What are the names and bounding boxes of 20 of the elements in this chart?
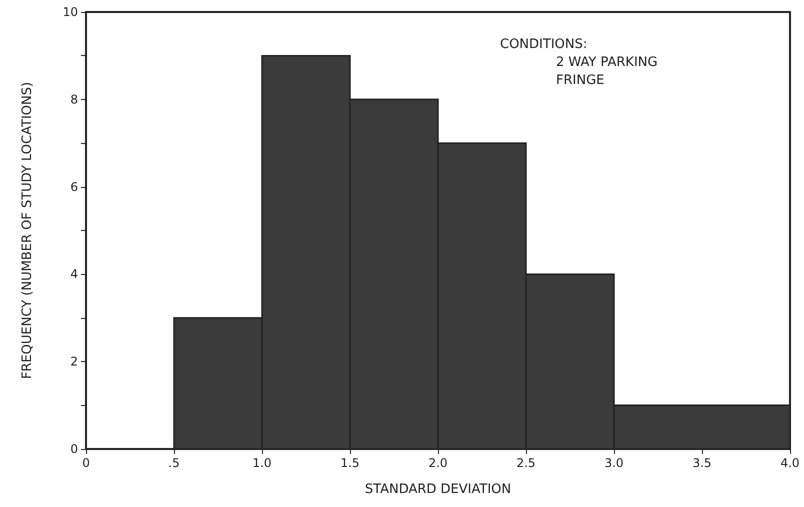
y-tick-label: 0 bbox=[70, 442, 78, 456]
x-tick-label: 1.5 bbox=[340, 456, 360, 470]
annotation: FRINGE bbox=[556, 73, 604, 88]
x-tick-label: 0 bbox=[82, 456, 90, 470]
annotation: 2 WAY PARKING bbox=[556, 55, 658, 70]
y-axis-title: FREQUENCY (NUMBER OF STUDY LOCATIONS) bbox=[20, 82, 35, 380]
y-tick-label: 10 bbox=[62, 5, 78, 19]
x-tick-label: 4.0 bbox=[780, 456, 800, 470]
x-tick-label: .5 bbox=[168, 456, 180, 470]
y-tick-label: 2 bbox=[70, 354, 78, 369]
x-tick-label: 2.0 bbox=[428, 456, 448, 470]
y-tick-label: 8 bbox=[70, 92, 78, 106]
x-tick-label: 3.5 bbox=[692, 456, 712, 470]
x-tick-label: 3.0 bbox=[604, 456, 624, 470]
x-axis-title: STANDARD DEVIATION bbox=[364, 482, 512, 497]
annotation: CONDITIONS: bbox=[500, 37, 588, 52]
x-tick-label: 2.5 bbox=[516, 456, 536, 470]
y-tick-label: 6 bbox=[70, 180, 78, 194]
y-tick-label: 4 bbox=[70, 267, 78, 282]
x-tick-label: 1.0 bbox=[252, 456, 272, 470]
